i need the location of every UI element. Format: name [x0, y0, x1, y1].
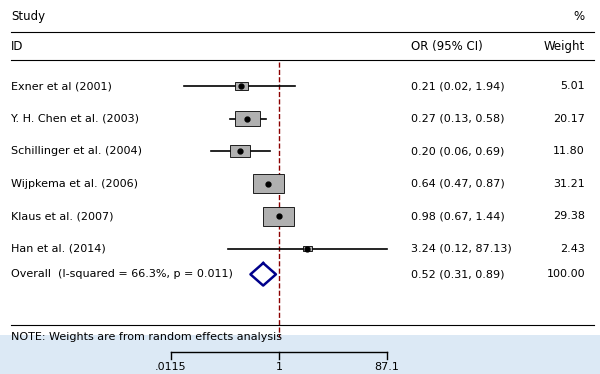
Text: 3.24 (0.12, 87.13): 3.24 (0.12, 87.13): [411, 244, 512, 254]
FancyBboxPatch shape: [0, 335, 600, 374]
Text: Y. H. Chen et al. (2003): Y. H. Chen et al. (2003): [11, 114, 139, 123]
Text: 31.21: 31.21: [553, 179, 585, 188]
Text: 1: 1: [275, 362, 283, 372]
FancyBboxPatch shape: [235, 111, 260, 126]
Text: 2.43: 2.43: [560, 244, 585, 254]
Text: OR (95% CI): OR (95% CI): [411, 40, 483, 53]
Text: 29.38: 29.38: [553, 211, 585, 221]
FancyBboxPatch shape: [253, 174, 284, 193]
Text: 0.52 (0.31, 0.89): 0.52 (0.31, 0.89): [411, 269, 505, 279]
Text: 87.1: 87.1: [374, 362, 400, 372]
Text: Han et al. (2014): Han et al. (2014): [11, 244, 106, 254]
Text: 5.01: 5.01: [560, 81, 585, 91]
FancyBboxPatch shape: [235, 82, 248, 90]
Text: 11.80: 11.80: [553, 146, 585, 156]
Text: 0.98 (0.67, 1.44): 0.98 (0.67, 1.44): [411, 211, 505, 221]
Text: Study: Study: [11, 10, 45, 23]
Text: 0.21 (0.02, 1.94): 0.21 (0.02, 1.94): [411, 81, 505, 91]
Text: %: %: [574, 10, 585, 23]
Polygon shape: [250, 263, 276, 286]
Text: 0.20 (0.06, 0.69): 0.20 (0.06, 0.69): [411, 146, 505, 156]
Text: 100.00: 100.00: [547, 269, 585, 279]
FancyBboxPatch shape: [230, 145, 250, 157]
Text: .0115: .0115: [155, 362, 187, 372]
FancyBboxPatch shape: [263, 207, 293, 226]
Text: NOTE: Weights are from random effects analysis: NOTE: Weights are from random effects an…: [11, 332, 282, 341]
Text: 0.27 (0.13, 0.58): 0.27 (0.13, 0.58): [411, 114, 505, 123]
FancyBboxPatch shape: [303, 246, 312, 251]
Text: Schillinger et al. (2004): Schillinger et al. (2004): [11, 146, 142, 156]
Text: Wijpkema et al. (2006): Wijpkema et al. (2006): [11, 179, 138, 188]
Text: Overall  (I-squared = 66.3%, p = 0.011): Overall (I-squared = 66.3%, p = 0.011): [11, 269, 233, 279]
Text: Klaus et al. (2007): Klaus et al. (2007): [11, 211, 113, 221]
Text: Weight: Weight: [544, 40, 585, 53]
Text: 20.17: 20.17: [553, 114, 585, 123]
Text: Exner et al (2001): Exner et al (2001): [11, 81, 112, 91]
Text: 0.64 (0.47, 0.87): 0.64 (0.47, 0.87): [411, 179, 505, 188]
Text: ID: ID: [11, 40, 23, 53]
